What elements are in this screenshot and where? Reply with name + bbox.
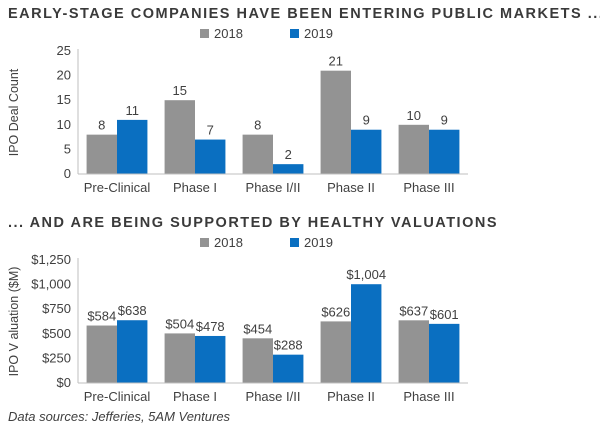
x-tick-label: Phase II	[327, 180, 375, 195]
x-tick-label: Phase II	[327, 389, 375, 404]
y-tick-label: 0	[64, 166, 71, 181]
data-label-2019: $601	[430, 307, 459, 322]
data-label-2019: $288	[274, 338, 303, 353]
bar-2018	[320, 70, 351, 174]
bar-2019	[195, 335, 226, 383]
y-tick-label: $500	[42, 326, 71, 341]
data-label-2019: 9	[441, 113, 448, 128]
legend-label-2018: 2018	[214, 235, 243, 250]
valuation-chart: 2018 2019 $0 $250 $500 $750 $1,000 $1,250 IPO V …	[7, 235, 468, 404]
y-tick-label: $1,250	[31, 252, 71, 267]
bar-2018	[398, 124, 429, 174]
data-label-2018: 8	[254, 118, 261, 133]
y-tick-label: 15	[57, 92, 71, 107]
x-tick-label: Phase I/II	[246, 389, 301, 404]
x-tick-label: Phase I	[173, 389, 217, 404]
x-tick-label: Phase III	[403, 180, 454, 195]
data-label-2019: 7	[207, 123, 214, 138]
bar-2019	[429, 323, 460, 383]
bar-2019	[351, 129, 382, 174]
bar-2018	[320, 321, 351, 383]
y-tick-label: $250	[42, 350, 71, 365]
chart-title-valuation: ... AND ARE BEING SUPPORTED BY HEALTHY V…	[8, 215, 499, 231]
data-label-2019: $1,004	[346, 267, 386, 282]
bar-2018	[242, 338, 273, 383]
y-tick-label: 25	[57, 43, 71, 58]
data-label-2019: $638	[118, 303, 147, 318]
data-label-2019: 9	[363, 113, 370, 128]
data-label-2018: 15	[173, 83, 187, 98]
x-tick-label: Pre-Clinical	[84, 180, 151, 195]
data-label-2018: $584	[87, 309, 116, 324]
data-label-2018: $454	[243, 321, 272, 336]
legend-label-2019: 2019	[304, 235, 333, 250]
legend-label-2019: 2019	[304, 26, 333, 41]
y-tick-label: $1,000	[31, 277, 71, 292]
data-label-2018: $637	[399, 303, 428, 318]
bar-2018	[242, 134, 273, 174]
bar-2019	[351, 284, 382, 383]
chart-title-deal-count: EARLY-STAGE COMPANIES HAVE BEEN ENTERING…	[8, 6, 600, 22]
legend-label-2018: 2018	[214, 26, 243, 41]
data-label-2019: 2	[285, 147, 292, 162]
bar-2018	[164, 100, 195, 174]
y-tick-label: $750	[42, 301, 71, 316]
data-label-2018: $626	[321, 304, 350, 319]
y-tick-label: $0	[57, 375, 71, 390]
y-axis-title: IPO V aluation ($M)	[7, 267, 21, 377]
x-tick-label: Phase III	[403, 389, 454, 404]
bar-2019	[273, 164, 304, 174]
bar-2019	[273, 354, 304, 383]
data-source-note: Data sources: Jefferies, 5AM Ventures	[8, 409, 231, 424]
data-label-2018: 10	[407, 108, 421, 123]
bar-2019	[117, 119, 148, 174]
bar-2018	[164, 333, 195, 383]
data-label-2018: $504	[165, 316, 194, 331]
data-label-2018: 21	[329, 54, 343, 69]
legend-swatch-2019	[290, 29, 299, 38]
bar-2018	[86, 134, 117, 174]
x-tick-label: Phase I/II	[246, 180, 301, 195]
x-tick-label: Pre-Clinical	[84, 389, 151, 404]
bar-2019	[117, 320, 148, 383]
y-tick-label: 10	[57, 117, 71, 132]
bar-2018	[86, 325, 117, 383]
legend-swatch-2018	[200, 29, 209, 38]
bar-2019	[429, 129, 460, 174]
y-tick-label: 5	[64, 141, 71, 156]
data-label-2018: 8	[98, 118, 105, 133]
legend-swatch-2019	[290, 238, 299, 247]
x-tick-label: Phase I	[173, 180, 217, 195]
data-label-2019: $478	[196, 319, 225, 334]
legend-swatch-2018	[200, 238, 209, 247]
data-label-2019: 11	[125, 103, 139, 118]
bar-2018	[398, 320, 429, 383]
y-axis-title: IPO Deal Count	[7, 68, 21, 156]
bar-2019	[195, 139, 226, 174]
deal-count-chart: 2018 2019 0 5 10 15 20 25 IPO Deal Count 8 11 Pre-C…	[7, 26, 468, 195]
y-tick-label: 20	[57, 68, 71, 83]
